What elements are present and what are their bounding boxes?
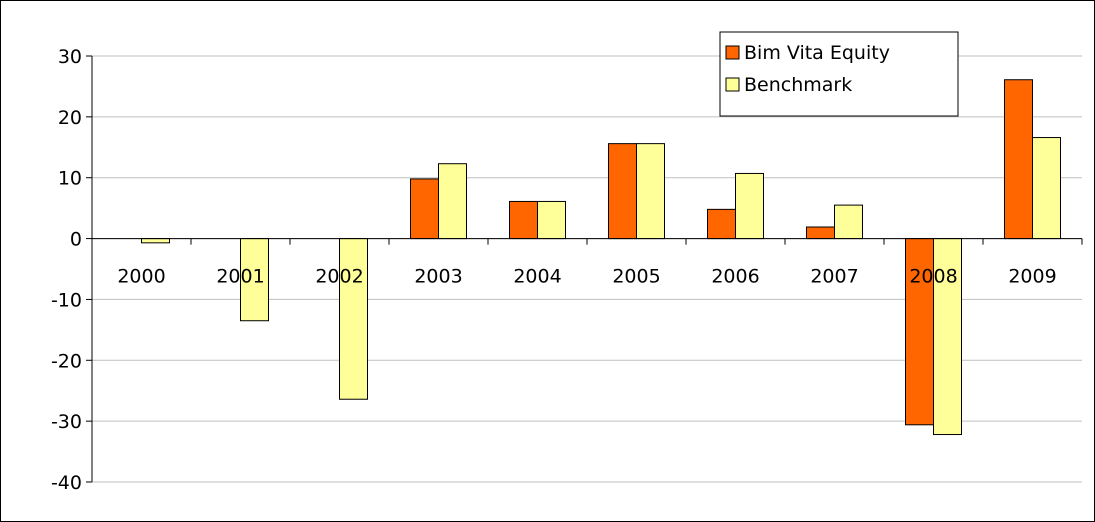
bar-bim-vita-equity-2003 (410, 178, 439, 240)
bar-benchmark-2007 (834, 204, 863, 240)
bar-benchmark-2008 (933, 238, 962, 436)
y-tick-label: -10 (51, 289, 82, 311)
bar-bim-vita-equity-2007 (806, 226, 835, 240)
y-tick-label: 0 (70, 229, 82, 251)
y-tick-label: -40 (51, 472, 82, 494)
bar-benchmark-2005 (636, 143, 665, 240)
bar-bim-vita-equity-2004 (509, 200, 538, 240)
legend-label-bim-vita-equity: Bim Vita Equity (744, 42, 890, 64)
bar-benchmark-2006 (735, 172, 764, 240)
bar-benchmark-2001 (240, 238, 269, 322)
y-tick-label: 30 (58, 46, 82, 68)
y-tick-label: -20 (51, 350, 82, 372)
x-tick-label: 2003 (414, 266, 462, 288)
bar-bim-vita-equity-2006 (707, 208, 736, 240)
bar-benchmark-2002 (339, 238, 368, 400)
legend-label-benchmark: Benchmark (744, 74, 852, 96)
x-tick-label: 2002 (315, 266, 363, 288)
x-tick-label: 2007 (810, 266, 858, 288)
x-tick-label: 2009 (1008, 266, 1056, 288)
x-tick-label: 2001 (216, 266, 264, 288)
y-tick-label: -30 (51, 411, 82, 433)
x-tick-label: 2005 (612, 266, 660, 288)
y-tick-label: 20 (58, 107, 82, 129)
x-tick-label: 2006 (711, 266, 759, 288)
bar-benchmark-2009 (1032, 137, 1061, 240)
bar-benchmark-2003 (438, 163, 467, 240)
x-tick-label: 2004 (513, 266, 561, 288)
y-tick-label: 10 (58, 168, 82, 190)
bar-benchmark-2000 (141, 238, 170, 244)
legend-swatch-bim-vita-equity (725, 45, 740, 60)
legend (719, 31, 959, 117)
x-tick-label: 2000 (117, 266, 165, 288)
legend-swatch-benchmark (725, 77, 740, 92)
x-tick-label: 2008 (909, 266, 957, 288)
bar-bim-vita-equity-2005 (608, 143, 637, 240)
bar-benchmark-2004 (537, 200, 566, 240)
bar-bim-vita-equity-2009 (1004, 79, 1033, 240)
